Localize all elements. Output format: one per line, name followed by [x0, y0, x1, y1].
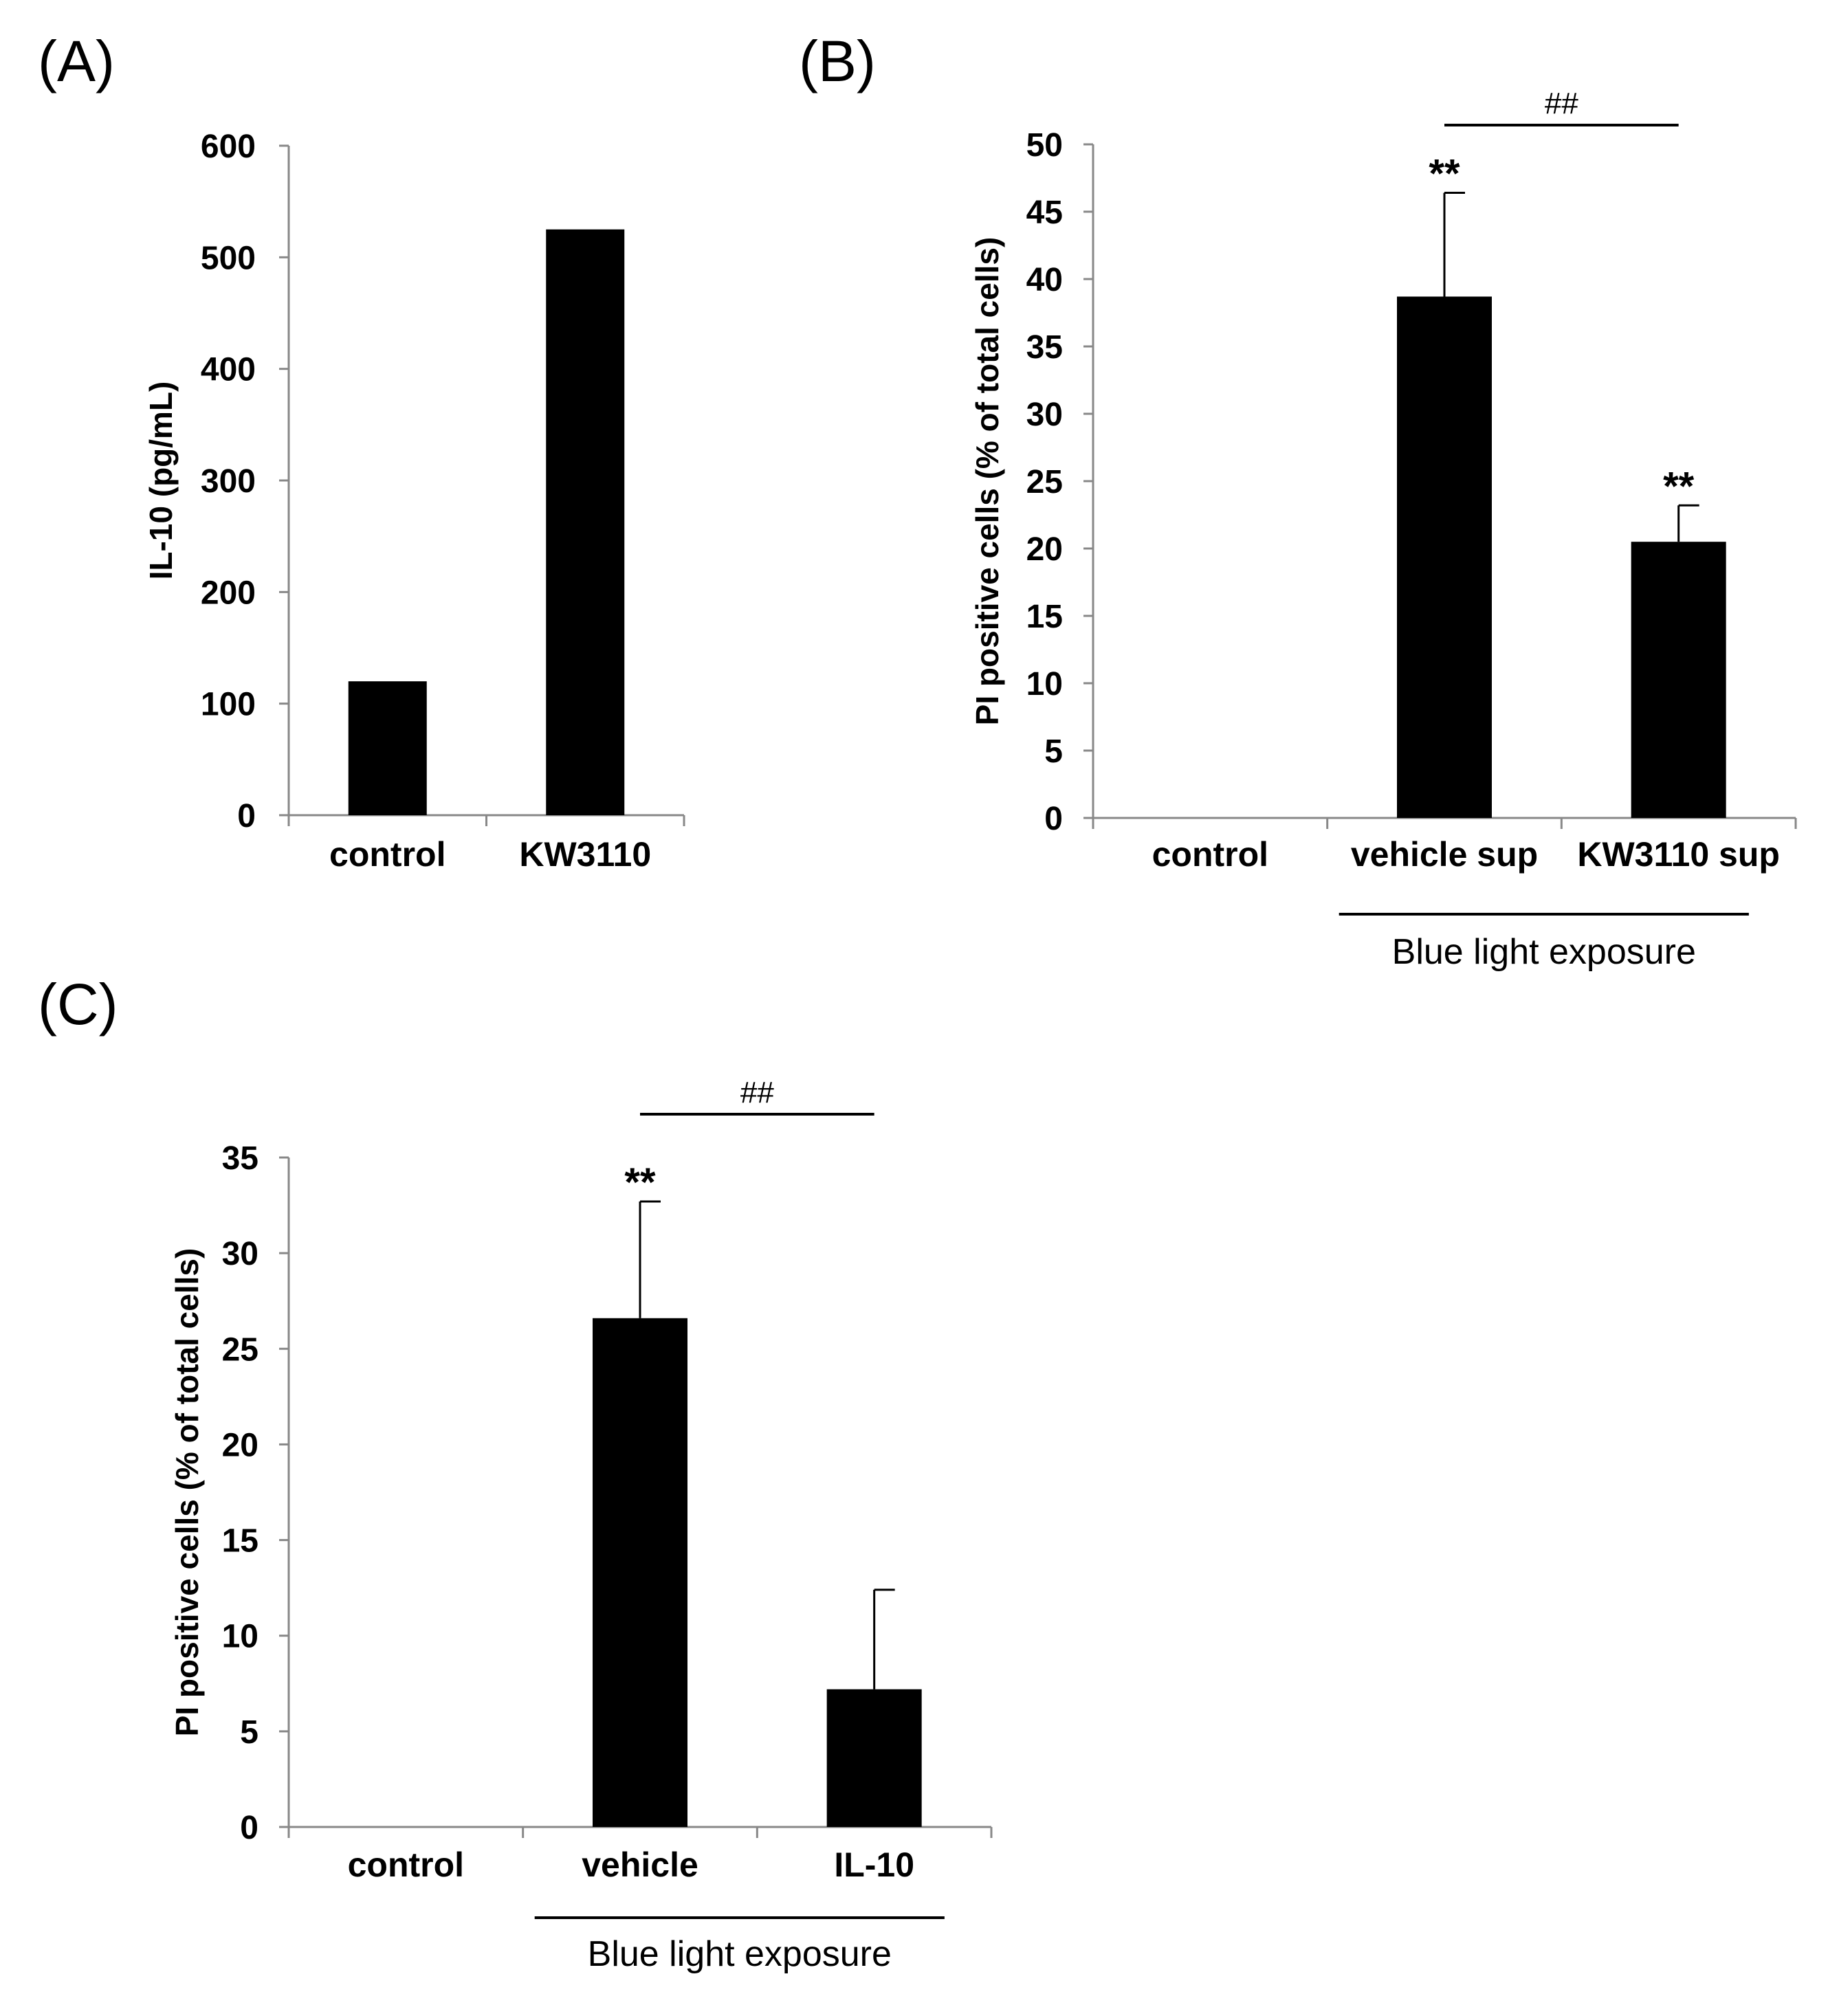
y-tick-label: 400: [201, 352, 256, 388]
group-label: Blue light exposure: [1392, 932, 1696, 972]
bar-il-10: [826, 1689, 922, 1827]
y-tick-label: 0: [240, 1810, 258, 1846]
y-tick-label: 20: [1026, 531, 1063, 568]
y-tick-label: 5: [240, 1714, 258, 1751]
y-tick-label: 25: [1026, 464, 1063, 500]
y-tick-label: 500: [201, 240, 256, 276]
y-tick-label: 35: [222, 1140, 258, 1177]
y-tick-label: 10: [1026, 666, 1063, 702]
significance-marker: **: [624, 1160, 656, 1205]
x-category-label: IL-10: [834, 1846, 914, 1884]
y-tick-label: 10: [222, 1619, 258, 1655]
comparison-marker: ##: [1545, 87, 1578, 120]
y-tick-label: 15: [222, 1523, 258, 1560]
significance-marker: **: [1663, 464, 1695, 509]
y-tick-label: 40: [1026, 262, 1063, 298]
y-tick-label: 25: [222, 1331, 258, 1368]
x-category-label: control: [348, 1846, 464, 1884]
x-category-label: KW3110: [519, 835, 651, 874]
group-label: Blue light exposure: [588, 1934, 892, 1974]
panel-b: (B) PI positive cells (% of total cells) 0…: [799, 29, 1797, 972]
y-tick-label: 200: [201, 575, 256, 611]
y-axis-title: PI positive cells (% of total cells): [169, 1248, 205, 1737]
y-axis-title: PI positive cells (% of total cells): [969, 237, 1005, 726]
x-category-label: vehicle: [582, 1846, 698, 1884]
y-tick-label: 20: [222, 1427, 258, 1463]
y-tick-label: 30: [1026, 397, 1063, 433]
panel-label-a: (A): [38, 29, 115, 93]
y-axis-title: IL-10 (pg/mL): [143, 381, 179, 580]
bar-vehicle-sup: [1397, 296, 1492, 819]
bar-kw3110-sup: [1631, 542, 1726, 818]
y-tick-label: 35: [1026, 329, 1063, 366]
y-tick-label: 600: [201, 129, 256, 165]
y-tick-label: 45: [1026, 195, 1063, 231]
y-tick-label: 0: [1044, 801, 1063, 837]
y-tick-label: 0: [237, 798, 256, 834]
y-tick-label: 30: [222, 1236, 258, 1272]
panel-c: (C) PI positive cells (% of total cells) 0…: [38, 972, 993, 1974]
y-tick-label: 300: [201, 463, 256, 500]
significance-marker: **: [1429, 152, 1460, 197]
comparison-marker: ##: [740, 1076, 774, 1109]
y-tick-label: 50: [1026, 127, 1063, 164]
panel-a: (A) IL-10 (pg/mL) 0 100 200 300 400 500 600 contr…: [38, 29, 685, 874]
y-tick-label: 15: [1026, 599, 1063, 635]
bar-kw3110: [546, 229, 625, 815]
x-category-label: vehicle sup: [1351, 835, 1538, 874]
panel-label-c: (C): [38, 972, 118, 1037]
y-tick-label: 100: [201, 687, 256, 723]
x-category-label: KW3110 sup: [1577, 835, 1780, 874]
x-category-label: control: [1152, 835, 1268, 874]
bar-vehicle: [593, 1318, 687, 1827]
x-category-label: control: [329, 835, 445, 874]
y-tick-label: 5: [1044, 733, 1063, 770]
bar-control: [348, 681, 427, 815]
panel-label-b: (B): [799, 29, 876, 93]
